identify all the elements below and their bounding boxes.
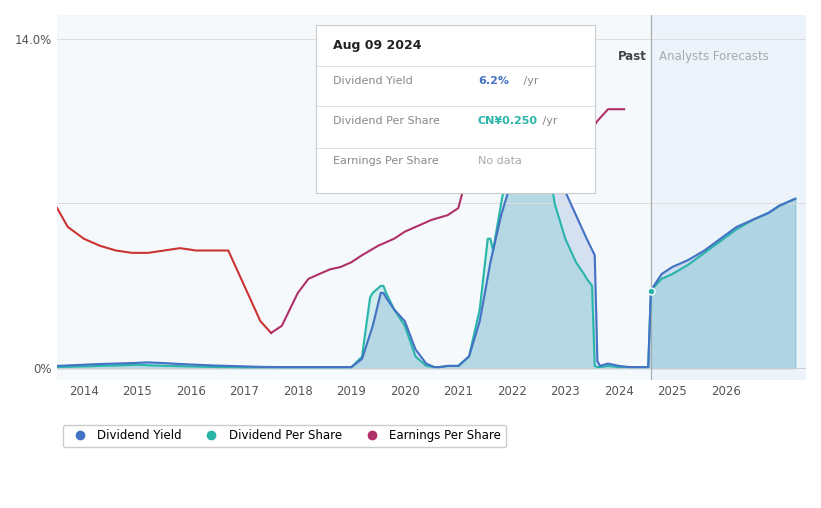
Text: Analysts Forecasts: Analysts Forecasts (659, 50, 768, 64)
Text: Dividend Yield: Dividend Yield (333, 76, 413, 86)
Bar (57, 15, 651, 380)
Text: Past: Past (617, 50, 647, 64)
Legend: Dividend Yield, Dividend Per Share, Earnings Per Share: Dividend Yield, Dividend Per Share, Earn… (63, 425, 506, 447)
Bar (651, 15, 806, 380)
Text: Aug 09 2024: Aug 09 2024 (333, 39, 421, 52)
Text: Earnings Per Share: Earnings Per Share (333, 156, 438, 166)
Text: CN¥0.250: CN¥0.250 (478, 116, 538, 126)
Text: No data: No data (478, 156, 522, 166)
Text: /yr: /yr (539, 116, 558, 126)
Text: 6.2%: 6.2% (478, 76, 509, 86)
Text: /yr: /yr (520, 76, 539, 86)
Text: Dividend Per Share: Dividend Per Share (333, 116, 440, 126)
